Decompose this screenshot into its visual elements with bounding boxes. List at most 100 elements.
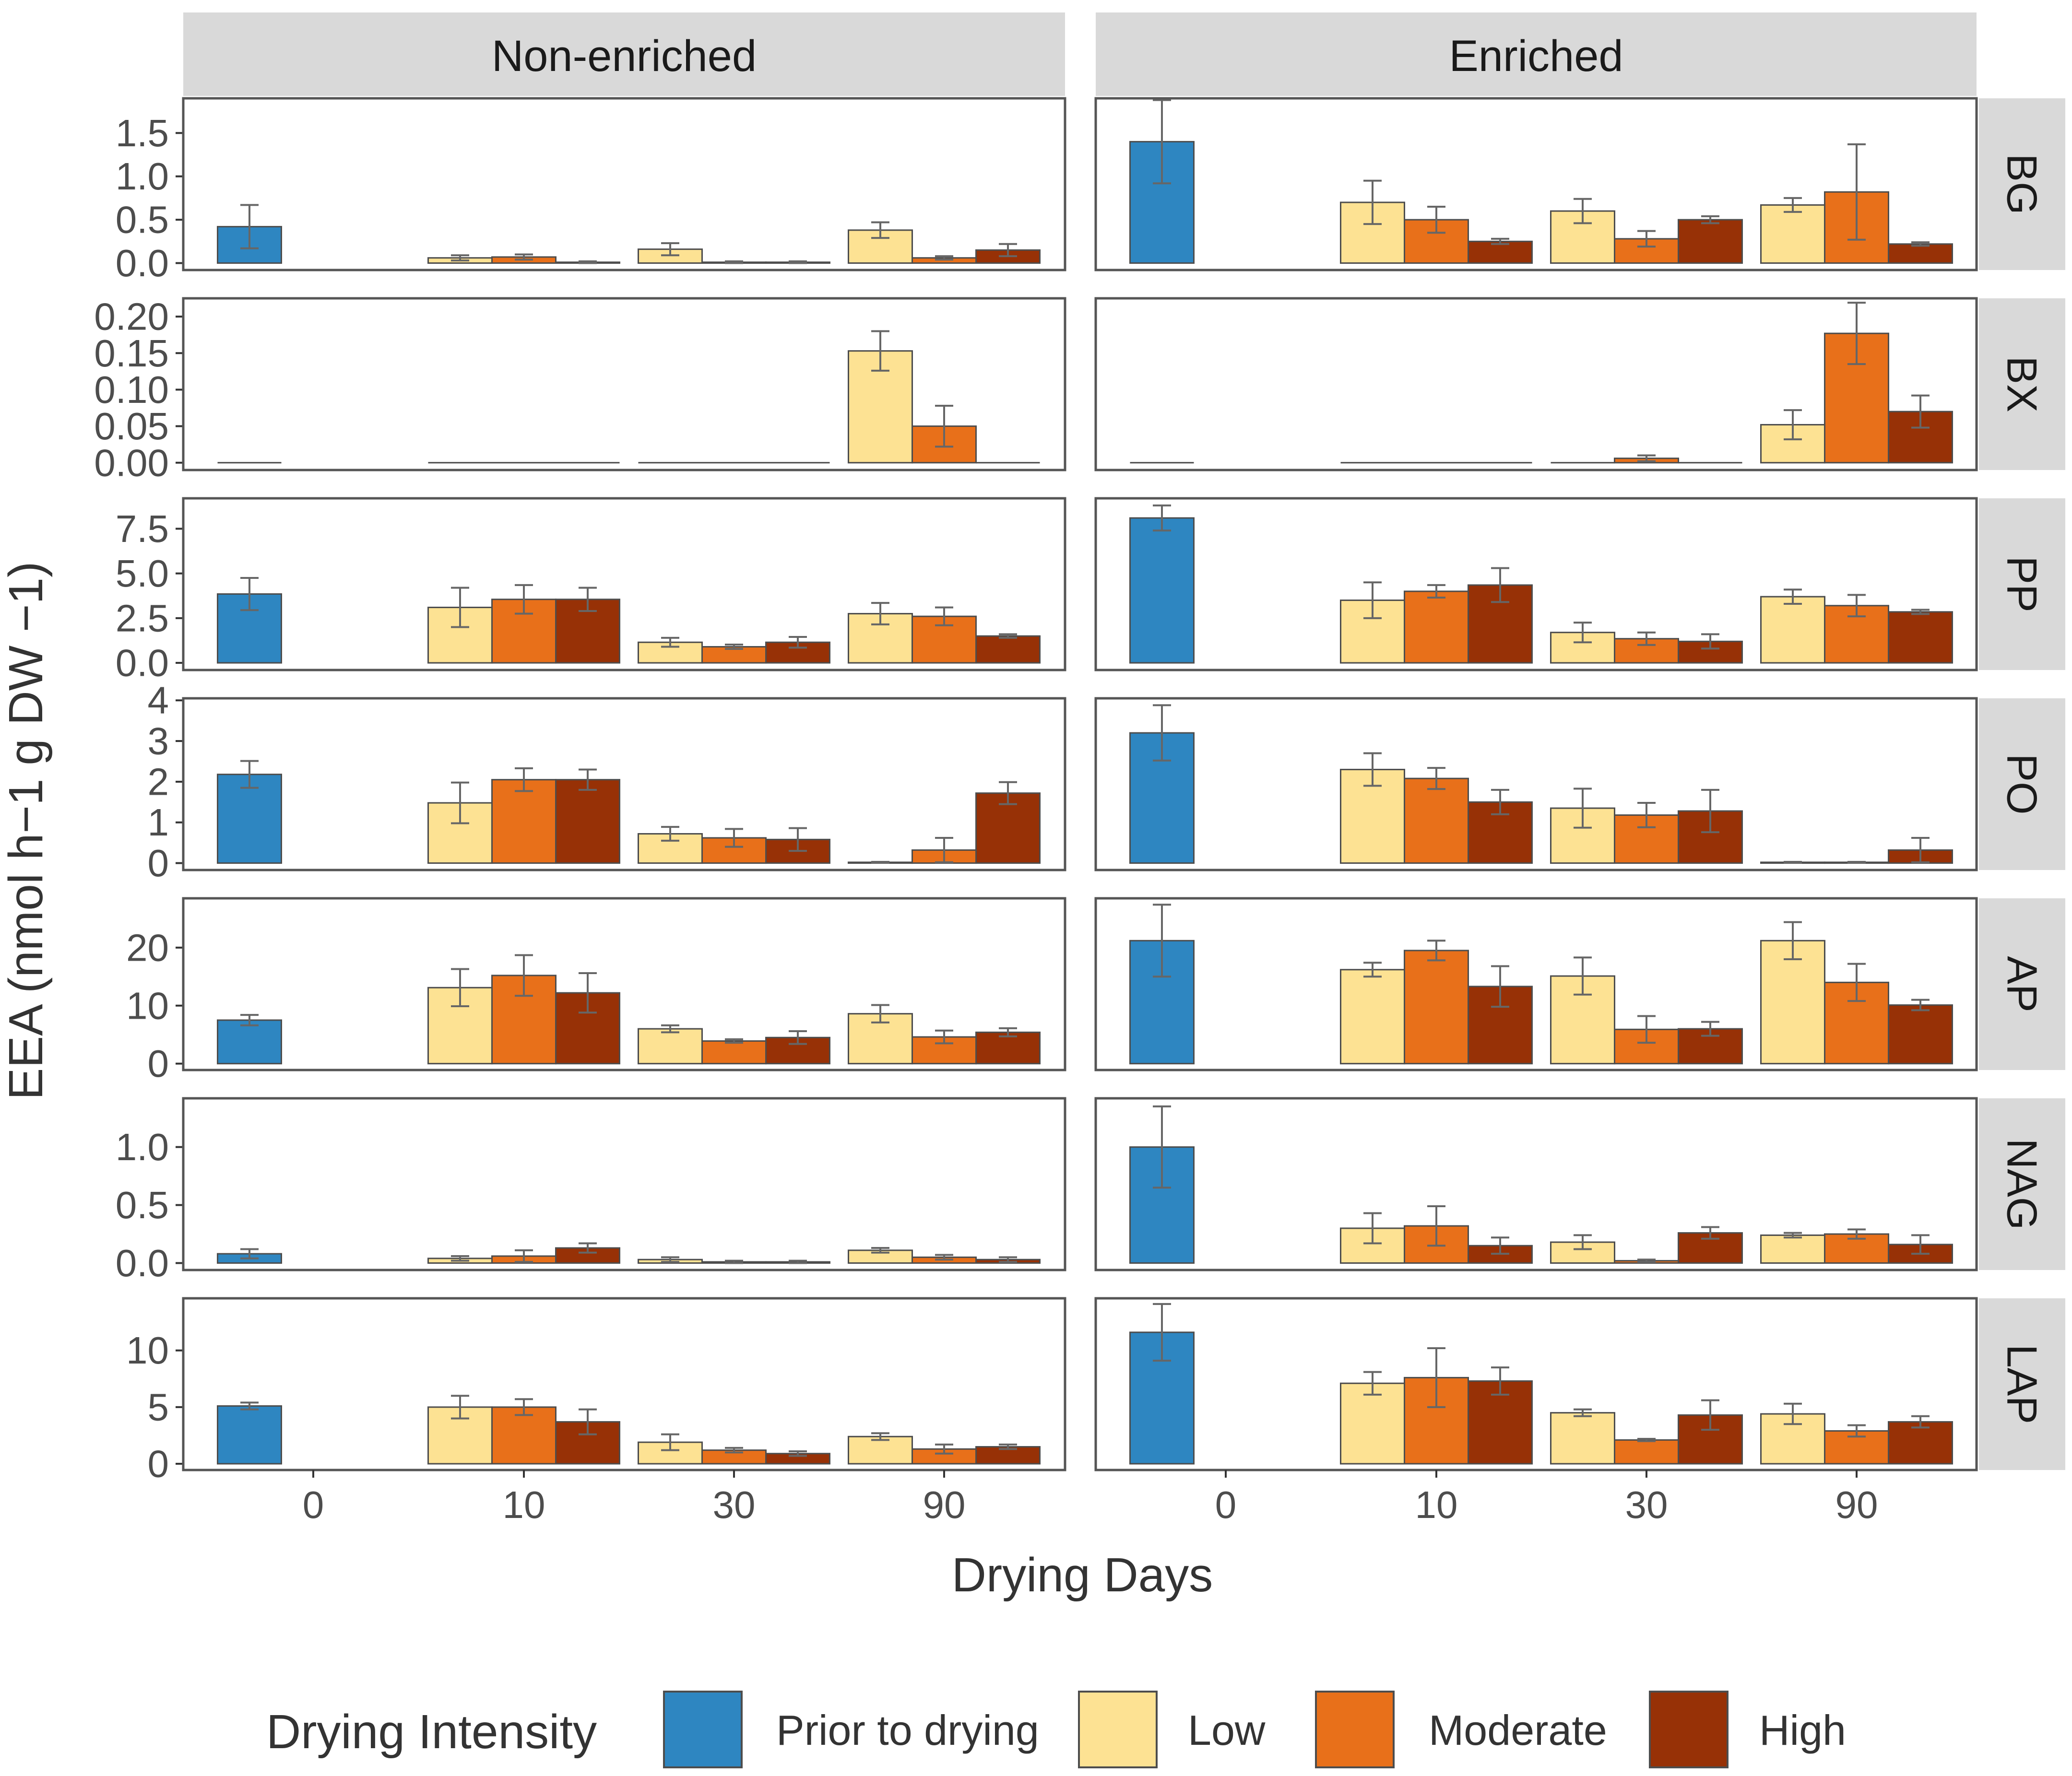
legend-key-low [1078, 1691, 1158, 1768]
error-bar [1784, 409, 1802, 441]
x-tick-label: 0 [303, 1483, 324, 1526]
panel-pp-non-enriched [182, 497, 1066, 671]
panel-border [182, 497, 1066, 671]
panel-bx-non-enriched [182, 297, 1066, 471]
bar-high [1888, 243, 1953, 264]
y-tick-label: 0.10 [94, 368, 169, 411]
error-bar [451, 587, 469, 628]
error-bar [1784, 1402, 1802, 1425]
y-tick-label: 0.00 [94, 441, 169, 484]
panel-lap-enriched [1094, 1297, 1978, 1471]
error-bar [1847, 302, 1866, 365]
error-bar [240, 204, 259, 249]
y-tick-label: 3 [148, 720, 169, 763]
legend-key-moderate [1315, 1691, 1395, 1768]
panel-border [1094, 897, 1978, 1071]
x-axis-title: Drying Days [952, 1548, 1213, 1602]
error-bar [451, 968, 469, 1007]
row-strip-label: NAG [1999, 1139, 2046, 1230]
error-bar [1911, 394, 1930, 429]
row-strip [1979, 98, 2065, 270]
error-bar [515, 1249, 533, 1263]
error-bar [451, 1255, 469, 1262]
error-bar [661, 636, 679, 648]
error-bar [789, 1450, 807, 1457]
column-strips: Non-enriched Enriched [183, 12, 1977, 96]
x-tick-label: 90 [923, 1483, 966, 1526]
panels [182, 97, 1978, 1471]
panel-border [182, 697, 1066, 871]
y-tick-label: 0.5 [116, 1184, 169, 1226]
bar-moderate [1614, 1439, 1679, 1465]
error-bar [1637, 1438, 1656, 1442]
error-bar [579, 1408, 597, 1435]
bar-prior-to-drying [217, 1019, 282, 1065]
error-bar [1911, 241, 1930, 247]
error-bar [871, 1432, 889, 1441]
error-bar [871, 861, 889, 864]
error-bar [579, 768, 597, 791]
bar-low [638, 833, 703, 864]
bar-moderate [1404, 590, 1469, 664]
error-bar [1701, 215, 1719, 224]
panel-border [182, 1097, 1066, 1271]
x-tick-label: 10 [1415, 1483, 1458, 1526]
error-bar [999, 1027, 1017, 1037]
error-bar [579, 972, 597, 1014]
error-bar [789, 260, 807, 264]
panel-background [183, 698, 1065, 870]
error-bar [1637, 230, 1656, 248]
bar-low [1760, 1234, 1825, 1264]
error-bar [1574, 198, 1592, 224]
panel-border [1094, 1097, 1978, 1271]
error-bar [1847, 143, 1866, 241]
error-bar [579, 260, 597, 264]
legend-key-high [1649, 1691, 1729, 1768]
error-bar [1784, 588, 1802, 605]
panel-bg-enriched [1094, 97, 1978, 271]
row-strip-label: AP [1999, 956, 2046, 1012]
bar-moderate [1404, 777, 1469, 864]
error-bar [1701, 1021, 1719, 1037]
x-axes: 0 10 30 90 0 10 30 90 [303, 1470, 1878, 1526]
panel-ap-non-enriched [182, 897, 1066, 1071]
error-bar [1911, 999, 1930, 1011]
error-bar [725, 1447, 743, 1454]
panel-border [1094, 297, 1978, 471]
error-bar [515, 253, 533, 261]
y-tick-label: 10 [126, 984, 169, 1027]
error-bar [1847, 963, 1866, 1002]
panel-bx-enriched [1094, 297, 1978, 471]
row-strip [1979, 1298, 2065, 1470]
error-bar [240, 1401, 259, 1411]
error-bar [1911, 609, 1930, 615]
bar-high [1888, 611, 1953, 664]
bar-moderate [1404, 950, 1469, 1065]
x-tick-label: 0 [1215, 1483, 1237, 1526]
legend-label-low: Low [1188, 1706, 1266, 1754]
error-bar [240, 760, 259, 789]
error-bar [240, 1014, 259, 1026]
error-bar [1427, 584, 1445, 599]
error-bar [1427, 1347, 1445, 1408]
y-tick-label: 1.5 [116, 112, 169, 154]
error-bar [1784, 921, 1802, 960]
y-tick-label: 0.15 [94, 332, 169, 375]
error-bar [1153, 99, 1171, 185]
y-axis-title: EEA (nmol h−1 g DW −1) [0, 562, 53, 1100]
error-bar [1574, 956, 1592, 996]
y-tick-label: 4 [148, 679, 169, 722]
error-bar [1363, 962, 1382, 978]
panel-background [183, 98, 1065, 270]
error-bar [1574, 1408, 1592, 1417]
legend-items: Prior to drying Low Moderate High [663, 1691, 1846, 1768]
error-bar [1701, 788, 1719, 834]
error-bar [999, 1256, 1017, 1263]
error-bar [661, 1256, 679, 1263]
bar-low [638, 1028, 703, 1065]
legend-item-high: High [1649, 1691, 1846, 1768]
y-tick-label: 0 [148, 842, 169, 884]
error-bar [999, 781, 1017, 805]
y-tick-label: 0.5 [116, 199, 169, 241]
y-tick-label: 0.0 [116, 642, 169, 684]
